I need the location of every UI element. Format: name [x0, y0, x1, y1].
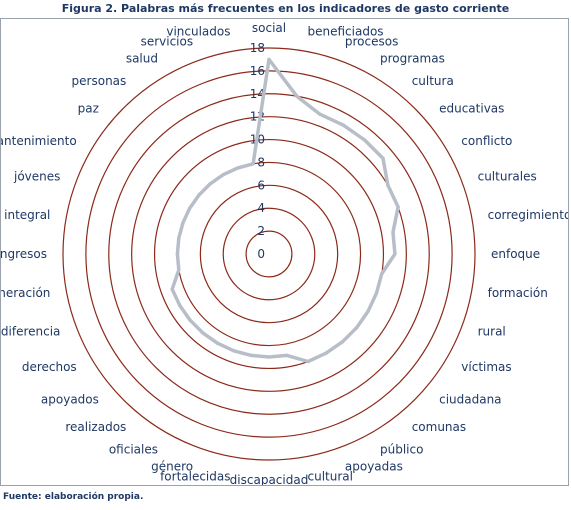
data-point-16 [324, 351, 328, 355]
grid-ring-18 [62, 47, 476, 461]
data-point-30 [181, 221, 185, 225]
data-point-28 [175, 252, 180, 256]
data-point-32 [197, 193, 201, 197]
category-label-4: programas [380, 51, 445, 65]
category-label-1: social [252, 21, 286, 35]
category-label-14: ciudadana [439, 392, 501, 406]
category-label-16: público [380, 443, 423, 457]
data-point-11 [380, 272, 384, 276]
data-point-27 [177, 268, 181, 272]
data-point-22 [215, 341, 220, 345]
category-label-18: cultural [308, 470, 353, 484]
tick-label-16: 16 [250, 64, 265, 78]
figure-source: Fuente: elaboración propia. [3, 492, 144, 502]
data-point-2 [295, 94, 299, 98]
tick-label-14: 14 [250, 87, 265, 101]
category-label-35: servicios [141, 35, 194, 49]
grid-ring-6 [199, 184, 339, 324]
category-label-36: vinculados [166, 24, 230, 38]
category-label-23: realizados [65, 420, 126, 434]
data-point-31 [188, 206, 192, 210]
data-point-9 [391, 230, 395, 234]
category-label-34: salud [126, 51, 158, 65]
category-label-30: jóvenes [13, 170, 60, 184]
category-label-5: cultura [412, 74, 454, 88]
category-label-9: corregimientos [488, 208, 568, 222]
data-point-20 [249, 353, 253, 358]
data-point-14 [355, 325, 359, 330]
data-point-23 [201, 331, 205, 335]
tick-label-4: 4 [257, 201, 265, 215]
data-point-21 [232, 349, 236, 353]
data-point-26 [170, 287, 174, 291]
grid-ring-10 [153, 138, 385, 370]
category-label-25: derechos [22, 360, 77, 374]
tick-label-8: 8 [257, 155, 265, 169]
series-line-1 [170, 57, 400, 364]
category-label-33: personas [72, 74, 127, 88]
category-label-6: educativas [439, 102, 504, 116]
data-point-6 [381, 156, 385, 161]
data-point-36 [251, 162, 255, 166]
category-label-31: mantenimiento [1, 134, 77, 148]
category-label-8: culturales [478, 170, 537, 184]
grid-ring-12 [131, 116, 407, 392]
data-point-33 [208, 182, 212, 186]
category-label-28: ingresos [1, 247, 47, 261]
tick-label-18: 18 [250, 41, 265, 55]
grid-ring-14 [108, 93, 430, 415]
category-label-22: oficiales [109, 443, 158, 457]
category-label-29: integral [4, 208, 50, 222]
category-label-26: diferencia [1, 324, 60, 338]
data-point-13 [366, 309, 370, 313]
data-point-35 [236, 166, 240, 170]
radar-grid [62, 47, 476, 461]
category-label-7: conflicto [461, 134, 512, 148]
data-point-15 [340, 340, 345, 344]
category-label-12: rural [478, 324, 506, 338]
category-label-10: enfoque [491, 247, 540, 261]
data-point-34 [221, 173, 225, 177]
data-point-8 [396, 205, 400, 209]
data-point-19 [267, 355, 271, 359]
tick-label-0: 0 [257, 247, 265, 261]
data-point-29 [177, 236, 181, 240]
category-label-13: víctimas [461, 360, 511, 374]
data-point-7 [386, 183, 390, 187]
category-label-2: beneficiados [308, 24, 384, 38]
data-point-1 [267, 57, 271, 62]
category-label-24: apoyados [41, 392, 99, 406]
data-point-4 [341, 123, 346, 127]
category-label-32: paz [78, 102, 99, 116]
category-label-21: género [151, 459, 193, 473]
category-label-11: formación [488, 286, 548, 300]
tick-label-6: 6 [257, 178, 265, 192]
grid-ring-16 [85, 70, 453, 438]
data-point-25 [178, 303, 182, 308]
data-point-24 [188, 318, 192, 322]
category-label-27: generación [1, 286, 50, 300]
series-points-1 [170, 57, 400, 364]
category-label-19: discapacidad [230, 473, 309, 485]
data-point-5 [362, 138, 367, 142]
data-point-10 [393, 252, 397, 256]
data-point-17 [306, 359, 310, 364]
category-label-3: procesos [345, 35, 398, 49]
data-point-18 [285, 353, 289, 358]
category-label-17: apoyadas [345, 459, 403, 473]
category-label-20: fortalecidas [160, 470, 230, 484]
tick-label-2: 2 [257, 224, 265, 238]
data-point-3 [318, 112, 322, 116]
category-label-15: comunas [412, 420, 466, 434]
grid-ring-4 [222, 207, 316, 301]
data-point-12 [374, 291, 379, 295]
chart-frame: 0 2 4 6 8 10 12 14 16 18 social beneficiados proceso… [0, 18, 569, 486]
figure-title: Figura 2. Palabras más frecuentes en los… [61, 2, 510, 15]
grid-ring-2 [245, 230, 293, 278]
